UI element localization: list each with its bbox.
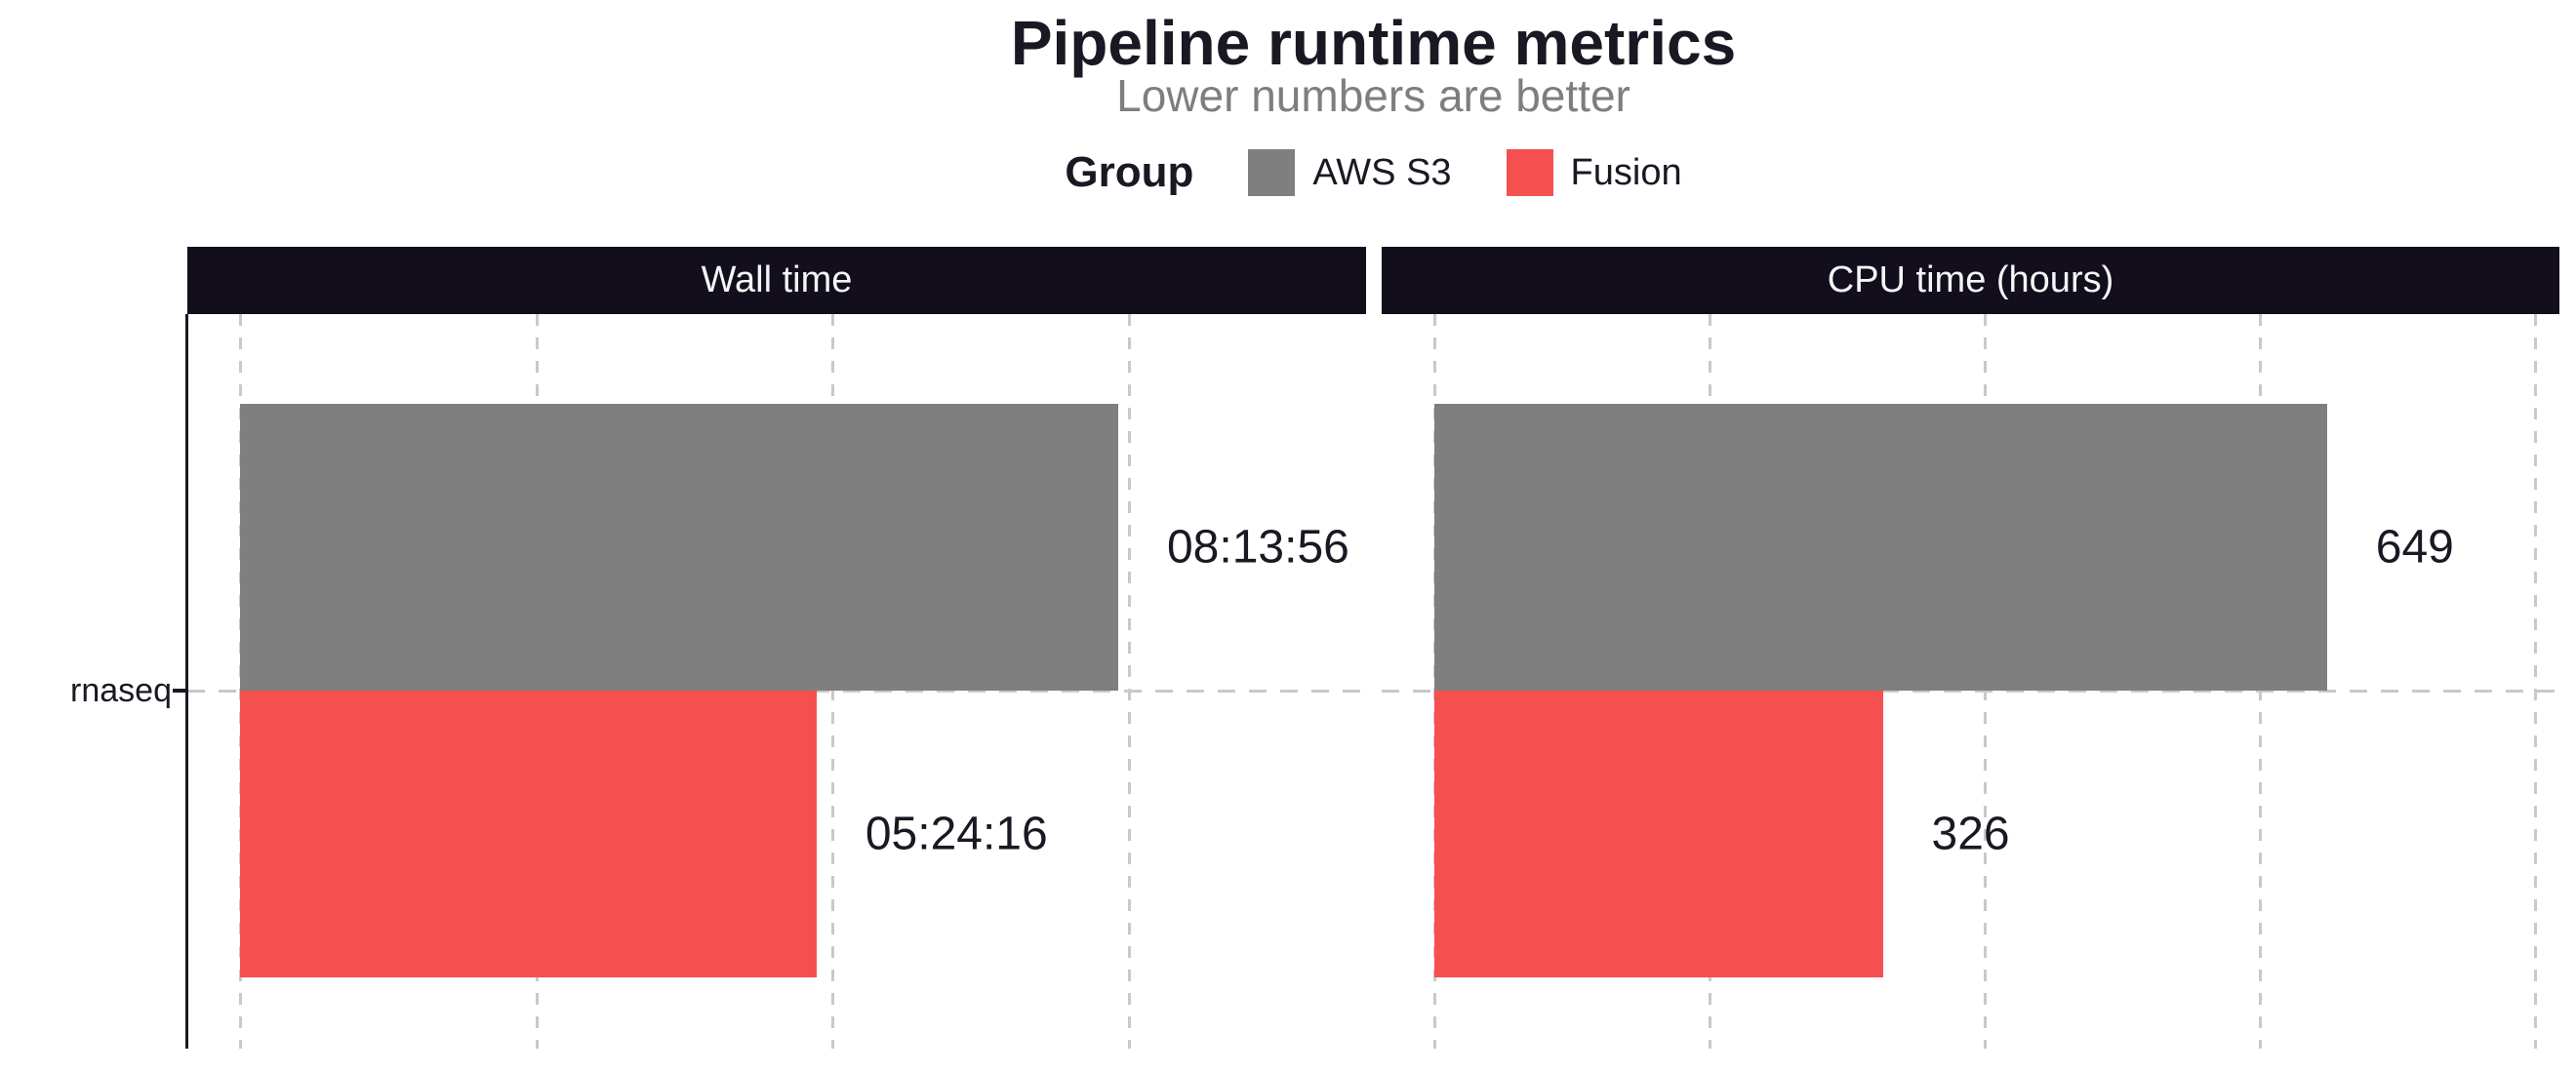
plot-area-cpu-time: 649 326 bbox=[1382, 314, 2559, 1049]
chart-title: Pipeline runtime metrics bbox=[1010, 8, 1737, 78]
panel-cpu-time: CPU time (hours) 649 326 bbox=[1382, 247, 2559, 1049]
legend-label-fusion: Fusion bbox=[1570, 151, 1682, 193]
bar-value-label: 326 bbox=[1931, 808, 2010, 860]
y-axis-tick bbox=[173, 689, 186, 693]
bar-aws-s3 bbox=[240, 404, 1118, 691]
bar-value-label: 05:24:16 bbox=[865, 808, 1048, 860]
y-axis-line bbox=[185, 314, 188, 1049]
legend: Group AWS S3 Fusion bbox=[187, 144, 2559, 201]
bar-value-label: 08:13:56 bbox=[1166, 521, 1349, 574]
plot-area-wall-time: 08:13:56 05:24:16 bbox=[187, 314, 1366, 1049]
gridline-horizontal-category bbox=[1382, 690, 2559, 693]
legend-title: Group bbox=[1065, 148, 1194, 196]
legend-item-fusion: Fusion bbox=[1506, 149, 1682, 196]
bar-aws-s3 bbox=[1434, 404, 2327, 691]
gridline-vertical bbox=[1128, 314, 1132, 1049]
legend-item-aws-s3: AWS S3 bbox=[1248, 149, 1452, 196]
bar-fusion bbox=[1434, 691, 1883, 977]
bar-value-label: 649 bbox=[2375, 521, 2454, 574]
bar-fusion bbox=[240, 691, 817, 977]
legend-swatch-aws-s3 bbox=[1248, 149, 1296, 196]
chart-subtitle: Lower numbers are better bbox=[1116, 70, 1630, 121]
gridline-vertical bbox=[2533, 314, 2537, 1049]
panel-wall-time: Wall time 08:13:56 05:24:16 bbox=[187, 247, 1366, 1049]
y-axis-label-rnaseq: rnaseq bbox=[70, 672, 172, 709]
legend-swatch-fusion bbox=[1506, 149, 1553, 196]
panel-header-wall-time: Wall time bbox=[187, 247, 1366, 314]
panel-header-cpu-time: CPU time (hours) bbox=[1382, 247, 2559, 314]
legend-label-aws-s3: AWS S3 bbox=[1312, 151, 1452, 193]
